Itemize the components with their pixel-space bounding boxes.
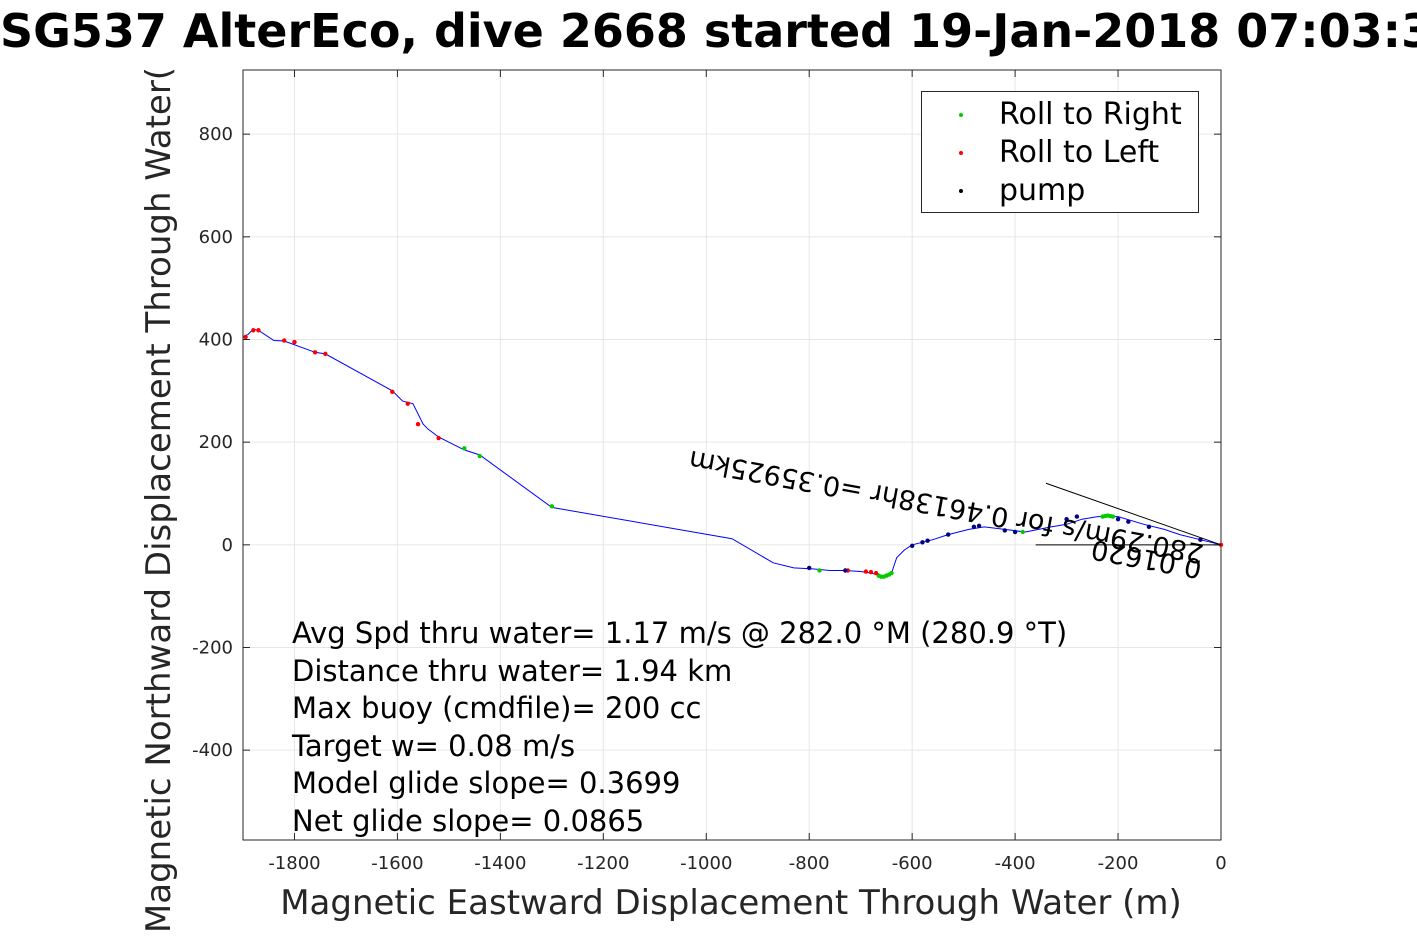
pump-point xyxy=(1074,514,1080,519)
pump-point xyxy=(807,565,812,571)
roll-left-point xyxy=(405,401,410,406)
stat-model-glide-slope: Model glide slope= 0.3699 xyxy=(292,766,681,801)
x-tick-label: -1000 xyxy=(680,853,732,874)
dive-stats: Avg Spd thru water= 1.17 m/s @ 282.0 °M … xyxy=(292,615,1067,841)
y-tick-label: -400 xyxy=(192,740,233,761)
roll-left-point xyxy=(292,339,297,345)
stat-distance: Distance thru water= 1.94 km xyxy=(292,653,733,688)
x-tick-label: -200 xyxy=(1098,853,1139,874)
roll-right-point xyxy=(817,568,822,573)
current-arrow: 280.29m/s for 0.46138hr =0.35925km0.0162… xyxy=(686,444,1222,584)
roll-right-point xyxy=(1020,529,1026,535)
legend-item-roll-left: Roll to Left xyxy=(922,134,1198,172)
legend-label-roll-left: Roll to Left xyxy=(999,135,1160,170)
legend-item-roll-right: Roll to Right xyxy=(922,96,1198,134)
legend-label-roll-right: Roll to Right xyxy=(999,97,1182,132)
y-tick-label: -200 xyxy=(192,638,233,659)
pump-point xyxy=(971,524,977,530)
x-tick-label: -1200 xyxy=(577,853,629,874)
legend-marker-roll-left xyxy=(959,151,963,155)
roll-left-point xyxy=(251,328,256,333)
pump-point xyxy=(1126,519,1131,524)
data-layer xyxy=(242,328,1224,579)
roll-left-point xyxy=(436,435,441,441)
stat-max-buoy: Max buoy (cmdfile)= 200 cc xyxy=(292,691,702,726)
roll-left-point xyxy=(243,334,248,340)
roll-left-point xyxy=(415,422,421,427)
roll-left-point xyxy=(281,338,287,343)
stat-net-glide-slope: Net glide slope= 0.0865 xyxy=(292,803,645,838)
y-tick-label: 800 xyxy=(199,124,233,145)
roll-left-point xyxy=(323,351,328,357)
current-line xyxy=(1045,482,1222,546)
axis-ticks: -1800 -1600 -1400 -1200 -1000 -800 -600 -400 -20… xyxy=(192,70,1227,874)
roll-right-point xyxy=(1100,514,1105,519)
pump-point xyxy=(843,568,848,573)
legend-marker-pump xyxy=(959,189,963,193)
pump-point xyxy=(1012,529,1018,535)
pump-point xyxy=(909,543,915,549)
roll-left-point xyxy=(256,328,261,333)
x-tick-label: -600 xyxy=(892,853,933,874)
legend-item-pump: pump xyxy=(922,172,1198,210)
pump-point xyxy=(920,540,925,545)
y-tick-label: 0 xyxy=(222,535,233,556)
x-tick-label: -1600 xyxy=(371,853,423,874)
roll-left-point xyxy=(312,350,318,355)
roll-right-point xyxy=(477,453,482,459)
roll-left-point xyxy=(390,389,395,395)
pump-point xyxy=(1002,528,1008,533)
plot-area-frame xyxy=(242,69,1222,841)
y-axis-label: Magnetic Northward Displacement Through … xyxy=(139,67,179,933)
roll-right-point xyxy=(549,504,555,509)
pump-point xyxy=(1198,537,1203,542)
x-tick-label: -1400 xyxy=(474,853,526,874)
pump-point xyxy=(1146,524,1152,530)
roll-left-point xyxy=(863,569,869,574)
roll-left-point xyxy=(868,569,874,575)
legend-marker-roll-right xyxy=(959,113,963,117)
y-tick-label: 200 xyxy=(199,432,233,453)
x-tick-label: -1800 xyxy=(268,853,320,874)
pump-point xyxy=(1064,516,1069,522)
x-tick-label: 0 xyxy=(1215,853,1226,874)
roll-left-point xyxy=(873,570,879,576)
chart-title: SG537 AlterEco, dive 2668 started 19-Jan… xyxy=(0,4,1417,58)
x-tick-label: -800 xyxy=(789,853,830,874)
x-axis-label: Magnetic Eastward Displacement Through W… xyxy=(280,883,1182,923)
y-tick-label: 600 xyxy=(199,227,233,248)
legend: Roll to Right Roll to Left pump xyxy=(921,91,1199,213)
legend-label-pump: pump xyxy=(999,173,1086,208)
roll-right-point xyxy=(462,446,467,451)
pump-point xyxy=(945,532,951,537)
pump-point xyxy=(1115,516,1121,522)
y-tick-label: 400 xyxy=(199,330,233,351)
x-tick-label: -400 xyxy=(995,853,1036,874)
stat-target-w: Target w= 0.08 m/s xyxy=(292,728,576,763)
stat-avg-speed: Avg Spd thru water= 1.17 m/s @ 282.0 °M … xyxy=(292,616,1068,650)
pump-point xyxy=(976,523,982,529)
pump-point xyxy=(925,538,930,543)
